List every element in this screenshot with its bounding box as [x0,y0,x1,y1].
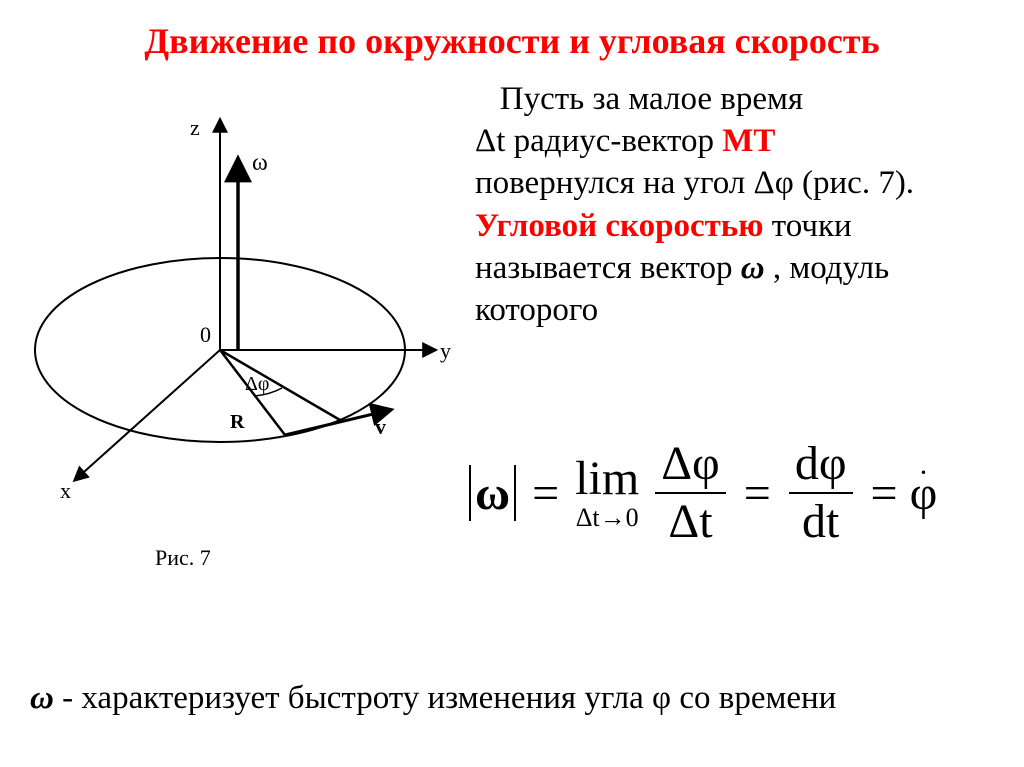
radius-label: R [230,411,245,433]
footnote: ω - характеризует быстроту изменения угл… [30,680,1000,717]
velocity-label: v [375,414,386,439]
para-line2a: Δt радиус-вектор [475,123,722,159]
axis-x-label: x [60,478,71,503]
formula-abs-omega: ω [465,465,520,521]
footnote-omega: ω [30,680,54,716]
para-omega: ω [741,250,765,286]
formula-lim: lim Δt→0 [575,455,639,531]
formula-eq3: = [871,466,898,521]
axis-y-label: y [440,338,451,363]
page-title: Движение по окружности и угловая скорост… [0,20,1024,62]
formula-phidot: · φ [910,466,938,521]
footnote-text: - характеризует быстроту изменения угла … [54,680,836,716]
body-paragraph: Пусть за малое время Δt радиус-вектор МТ… [475,78,1010,331]
figure-diagram: z ω y x 0 Δφ R v [20,90,460,530]
formula-eq2: = [744,466,771,521]
formula-frac2: dφ dt [789,440,853,546]
para-line3: повернулся на угол Δφ (рис. 7). [475,165,914,201]
origin-label: 0 [200,322,211,347]
para-line1: Пусть за малое время [500,81,803,117]
formula-frac1: Δφ Δt [655,440,726,546]
axis-z-label: z [190,115,200,140]
formula: ω = lim Δt→0 Δφ Δt = dφ dt = · φ [465,440,1024,546]
para-mt: МТ [722,123,775,159]
figure-caption: Рис. 7 [155,545,211,571]
omega-vector-label: ω [252,150,268,176]
para-angvel: Угловой скоростью [475,208,763,244]
formula-eq1: = [532,466,559,521]
delta-phi-label: Δφ [245,373,269,395]
